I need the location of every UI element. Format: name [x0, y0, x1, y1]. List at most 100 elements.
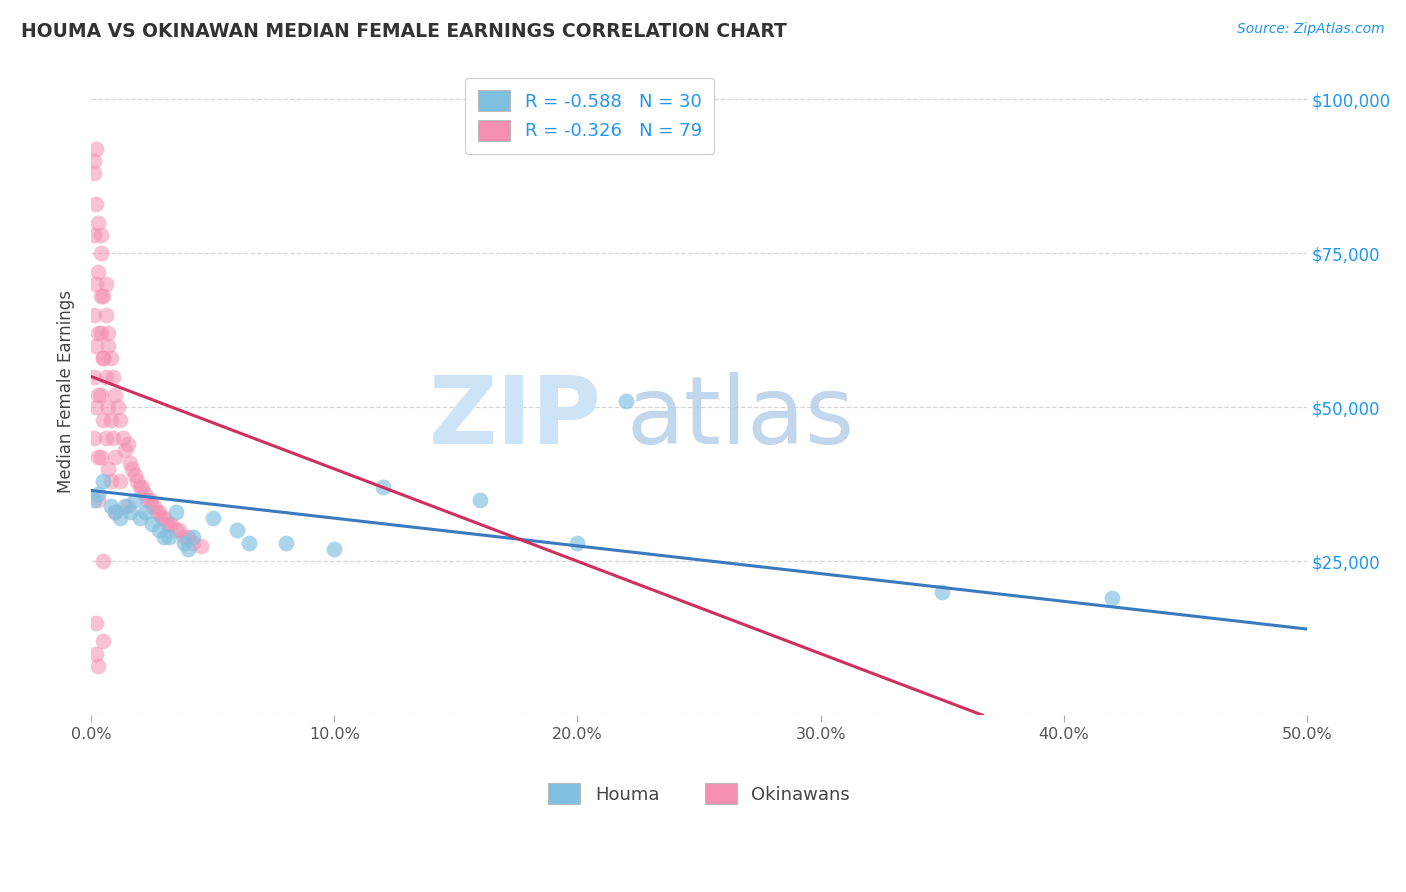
Point [104, 505, 127, 519]
Point [134, 486, 156, 500]
Point [101, 369, 124, 384]
Point [97, 326, 120, 341]
Text: atlas: atlas [626, 372, 855, 464]
Legend: Houma, Okinawans: Houma, Okinawans [541, 776, 858, 812]
Point [190, 539, 212, 553]
Point [97, 462, 120, 476]
Point [84, 197, 107, 211]
Text: ZIP: ZIP [429, 372, 602, 464]
Point [120, 456, 142, 470]
Point [160, 517, 183, 532]
Point [83, 308, 105, 322]
Point [91, 634, 114, 648]
Point [84, 142, 107, 156]
Point [1101, 591, 1123, 606]
Point [83, 431, 105, 445]
Point [84, 615, 107, 630]
Point [146, 505, 169, 519]
Point [155, 517, 177, 532]
Point [567, 536, 589, 550]
Text: HOUMA VS OKINAWAN MEDIAN FEMALE EARNINGS CORRELATION CHART: HOUMA VS OKINAWAN MEDIAN FEMALE EARNINGS… [21, 22, 787, 41]
Point [94, 369, 117, 384]
Point [136, 492, 159, 507]
Point [104, 505, 127, 519]
Point [470, 492, 492, 507]
Point [91, 289, 114, 303]
Point [177, 530, 200, 544]
Point [167, 524, 190, 538]
Point [323, 541, 346, 556]
Point [100, 351, 122, 365]
Point [90, 326, 112, 341]
Point [148, 505, 170, 519]
Point [104, 388, 127, 402]
Point [83, 369, 105, 384]
Point [100, 499, 122, 513]
Point [114, 443, 136, 458]
Point [201, 511, 224, 525]
Point [173, 530, 195, 544]
Point [274, 536, 297, 550]
Point [91, 351, 114, 365]
Point [90, 450, 112, 464]
Point [91, 351, 114, 365]
Point [87, 388, 110, 402]
Point [371, 480, 394, 494]
Point [101, 431, 124, 445]
Point [134, 505, 156, 519]
Point [226, 524, 249, 538]
Point [181, 530, 204, 544]
Point [90, 388, 112, 402]
Point [84, 339, 107, 353]
Point [97, 339, 120, 353]
Point [91, 412, 114, 426]
Point [83, 153, 105, 168]
Point [84, 401, 107, 415]
Point [124, 468, 146, 483]
Point [114, 499, 136, 513]
Point [931, 585, 953, 599]
Point [128, 511, 150, 525]
Point [104, 450, 127, 464]
Point [127, 474, 149, 488]
Point [87, 265, 110, 279]
Point [87, 450, 110, 464]
Point [110, 474, 132, 488]
Point [128, 480, 150, 494]
Point [87, 215, 110, 229]
Point [110, 412, 132, 426]
Point [165, 524, 187, 538]
Point [148, 524, 170, 538]
Point [117, 499, 139, 513]
Point [181, 536, 204, 550]
Point [157, 517, 180, 532]
Point [120, 505, 142, 519]
Point [614, 394, 637, 409]
Point [87, 326, 110, 341]
Point [84, 277, 107, 292]
Point [83, 166, 105, 180]
Point [121, 462, 143, 476]
Point [124, 492, 146, 507]
Point [84, 647, 107, 661]
Point [94, 308, 117, 322]
Point [90, 289, 112, 303]
Y-axis label: Median Female Earnings: Median Female Earnings [58, 291, 75, 493]
Point [110, 511, 132, 525]
Point [153, 511, 176, 525]
Point [83, 227, 105, 242]
Point [107, 401, 129, 415]
Point [87, 659, 110, 673]
Point [91, 554, 114, 568]
Point [117, 437, 139, 451]
Point [100, 412, 122, 426]
Point [153, 530, 176, 544]
Point [83, 492, 105, 507]
Point [131, 480, 153, 494]
Point [150, 511, 173, 525]
Point [173, 536, 195, 550]
Point [94, 277, 117, 292]
Point [100, 474, 122, 488]
Point [238, 536, 260, 550]
Point [91, 474, 114, 488]
